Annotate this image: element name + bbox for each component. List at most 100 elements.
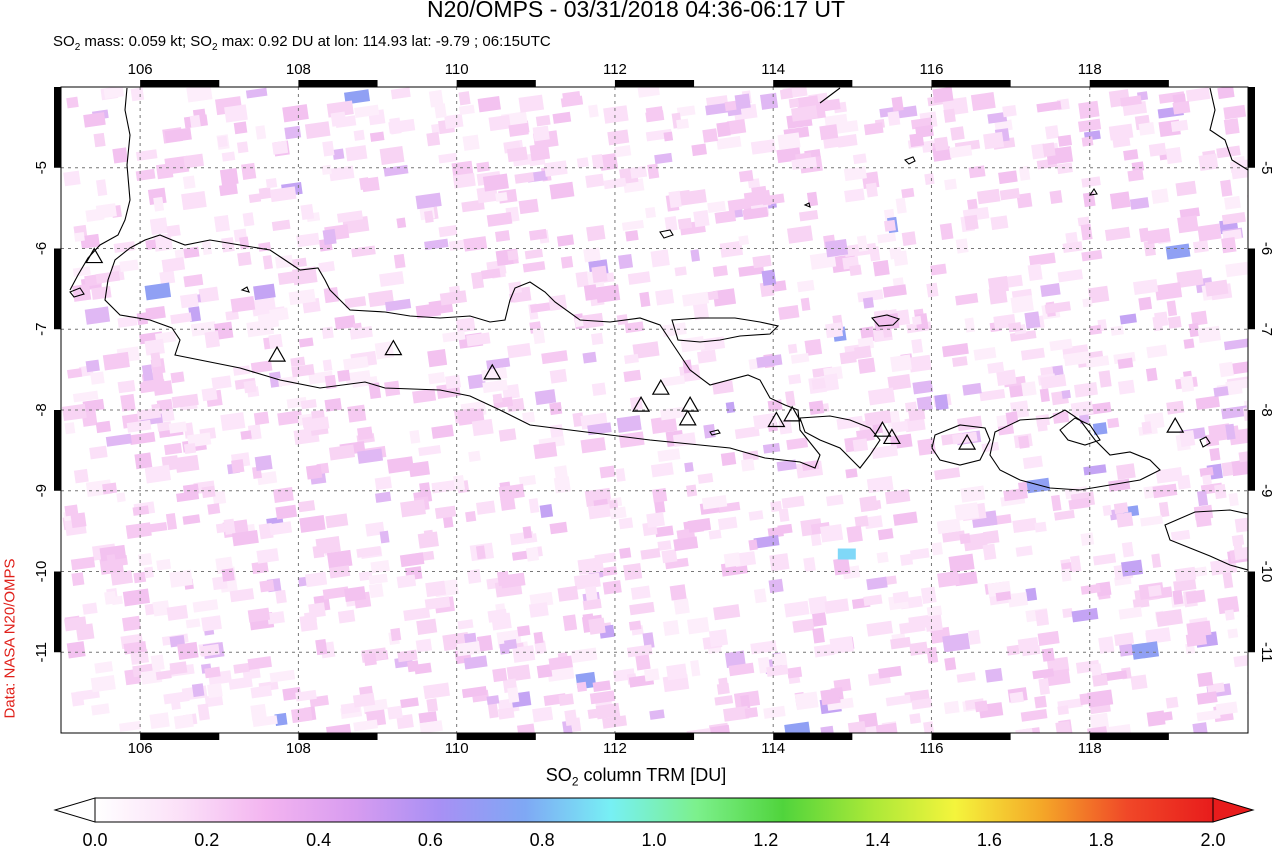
so2-pixel — [1190, 310, 1208, 326]
so2-pixel — [1165, 696, 1179, 709]
so2-pixel — [642, 632, 655, 649]
so2-pixel — [652, 488, 668, 503]
so2-pixel — [994, 119, 1013, 133]
so2-pixel — [1151, 553, 1162, 568]
so2-pixel — [1166, 400, 1185, 415]
so2-pixel — [693, 209, 710, 228]
so2-pixel — [153, 380, 173, 396]
so2-pixel — [778, 304, 800, 320]
so2-pixel — [161, 257, 186, 273]
so2-pixel — [1018, 165, 1031, 181]
so2-pixel — [328, 165, 355, 182]
so2-pixel — [863, 594, 883, 607]
so2-pixel — [165, 512, 178, 530]
so2-pixel — [321, 164, 332, 176]
so2-pixel — [1007, 591, 1029, 608]
so2-pixel — [529, 228, 548, 241]
so2-pixel — [987, 361, 1005, 374]
so2-pixel — [390, 87, 411, 100]
so2-pixel — [322, 359, 333, 372]
so2-pixel — [248, 193, 262, 204]
so2-pixel — [326, 549, 353, 569]
so2-pixel — [144, 282, 172, 301]
so2-pixel — [728, 662, 755, 677]
lat-tick-label: -10 — [1258, 561, 1272, 583]
so2-pixel — [823, 137, 843, 149]
so2-pixel — [719, 240, 744, 258]
so2-pixel — [1146, 710, 1166, 727]
so2-pixel — [1080, 532, 1095, 546]
so2-pixel — [582, 351, 597, 364]
so2-pixel — [1081, 176, 1101, 188]
so2-pixel — [1056, 162, 1073, 175]
so2-pixel — [243, 380, 257, 394]
so2-pixel — [334, 314, 356, 330]
so2-pixel — [477, 95, 501, 113]
so2-pixel — [233, 662, 250, 674]
so2-pixel — [250, 685, 273, 699]
graticule — [61, 87, 1248, 733]
so2-pixel — [779, 88, 793, 100]
so2-pixel — [99, 556, 124, 575]
so2-pixel — [762, 442, 781, 454]
so2-pixel — [1138, 296, 1153, 311]
so2-pixel — [999, 188, 1020, 201]
so2-pixel — [1155, 467, 1183, 484]
so2-pixel — [1227, 628, 1239, 639]
so2-pixel — [1167, 315, 1182, 329]
so2-pixel — [797, 279, 815, 293]
so2-pixel — [784, 600, 810, 618]
so2-pixel — [573, 572, 601, 590]
so2-pixel — [884, 488, 911, 505]
so2-pixel — [649, 709, 665, 720]
so2-pixel — [145, 305, 166, 321]
so2-pixel — [553, 476, 571, 494]
so2-pixel — [155, 670, 172, 681]
so2-pixel — [1214, 484, 1227, 500]
lat-tick-label: -6 — [1258, 242, 1272, 255]
so2-pixel — [400, 697, 419, 709]
so2-pixel — [112, 147, 128, 164]
so2-pixel — [647, 163, 660, 179]
so2-pixel — [431, 424, 454, 439]
so2-pixel — [599, 153, 619, 171]
so2-pixel — [1219, 361, 1234, 378]
so2-pixel — [159, 270, 176, 285]
so2-pixel — [619, 547, 632, 559]
so2-pixel — [1247, 192, 1248, 209]
so2-pixel — [602, 580, 622, 595]
so2-pixel — [812, 627, 825, 644]
so2-pixel — [614, 145, 632, 158]
so2-pixel — [1085, 355, 1110, 369]
so2-pixel — [1183, 338, 1195, 349]
so2-pixel — [282, 104, 309, 123]
so2-pixel — [129, 431, 156, 446]
so2-pixel — [291, 364, 315, 378]
so2-pixel — [908, 354, 932, 373]
so2-pixel — [262, 255, 273, 270]
so2-pixel — [70, 691, 85, 707]
frame-tick — [140, 733, 220, 740]
so2-pixel — [516, 723, 536, 733]
so2-pixel — [182, 514, 201, 525]
so2-pixel — [932, 87, 954, 104]
so2-pixel — [95, 271, 121, 284]
so2-pixel — [1121, 559, 1144, 577]
so2-pixel — [684, 462, 694, 473]
so2-pixel — [463, 236, 488, 252]
so2-pixel — [843, 166, 867, 182]
so2-pixel — [299, 515, 326, 533]
so2-pixel — [119, 259, 139, 273]
so2-pixel — [1222, 229, 1242, 241]
so2-pixel — [787, 343, 798, 354]
so2-pixel — [1199, 466, 1214, 477]
so2-pixel — [1041, 647, 1055, 662]
so2-pixel — [277, 410, 303, 426]
so2-pixel — [784, 721, 811, 733]
colorbar-tick-label: 0.0 — [82, 830, 108, 850]
so2-pixel — [363, 652, 377, 666]
so2-pixel — [251, 561, 269, 575]
so2-pixel — [185, 618, 201, 629]
so2-pixel — [654, 525, 674, 538]
so2-pixel — [618, 431, 645, 448]
